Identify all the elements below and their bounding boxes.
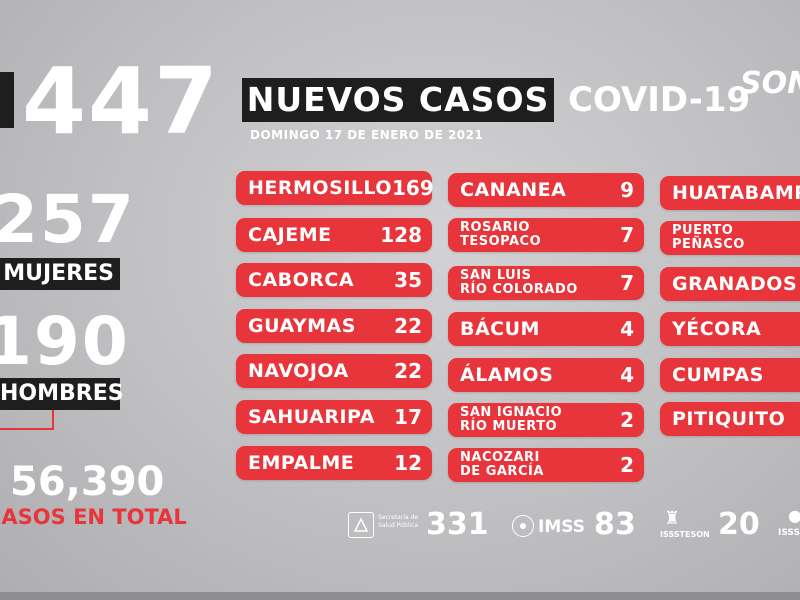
municipality-name: NAVOJOA [248, 360, 349, 382]
case-count: 12 [394, 451, 422, 475]
municipality-name: PITIQUITO [672, 408, 786, 430]
case-count: 4 [620, 317, 634, 341]
list-item: CUMPAS [660, 358, 800, 392]
list-item: HERMOSILLO 169 [236, 171, 434, 205]
municipality-name: EMPALME [248, 452, 355, 474]
municipality-name: SAN LUIS RÍO COLORADO [460, 268, 578, 297]
case-count: 9 [620, 178, 634, 202]
men-underline [0, 410, 54, 430]
brand-logo: SON [740, 66, 800, 101]
men-count: 190 [0, 303, 130, 380]
municipality-name: ÁLAMOS [460, 364, 554, 386]
municipality-name: CABORCA [248, 269, 355, 291]
case-count: 35 [394, 268, 422, 292]
municipality-name: GRANADOS [672, 273, 798, 295]
salud-count: 331 [426, 507, 489, 542]
case-count: 128 [380, 223, 422, 247]
municipality-name: YÉCORA [672, 318, 762, 340]
total-cases-label: CASOS EN TOTAL [0, 505, 187, 529]
municipality-name: CAJEME [248, 224, 332, 246]
list-item: HUATABAMPO [660, 176, 800, 210]
case-count: 7 [620, 271, 634, 295]
case-count: 4 [620, 363, 634, 387]
left-edge-block [0, 72, 14, 128]
municipality-name: SAN IGNACIO RÍO MUERTO [460, 405, 563, 434]
list-item: PITIQUITO [660, 402, 800, 436]
case-count: 7 [620, 223, 634, 247]
list-item: BÁCUM 4 [448, 312, 644, 346]
covid-label: COVID-19 [568, 80, 751, 120]
list-item: CANANEA 9 [448, 173, 644, 207]
isss-logo-icon: ● [788, 506, 800, 525]
imss-label: IMSS [538, 517, 585, 537]
imss-logo-icon [512, 515, 534, 537]
imss-count: 83 [594, 507, 636, 542]
isssteson-logo-icon: ♜ [664, 508, 681, 529]
case-count: 22 [394, 314, 422, 338]
municipality-name: GUAYMAS [248, 315, 356, 337]
women-label: MUJERES [0, 258, 120, 290]
isssteson-count: 20 [718, 507, 760, 542]
municipality-name: PUERTO PEÑASCO [672, 223, 745, 252]
list-item: YÉCORA [660, 312, 800, 346]
case-count: 22 [394, 359, 422, 383]
case-count: 2 [620, 453, 634, 477]
municipality-name: HUATABAMPO [672, 182, 800, 204]
municipality-name: CUMPAS [672, 364, 764, 386]
total-cases-count: 56,390 [10, 459, 165, 505]
list-item: NAVOJOA 22 [236, 354, 432, 388]
list-item: CABORCA 35 [236, 263, 432, 297]
list-item: EMPALME 12 [236, 446, 432, 480]
list-item: ROSARIO TESOPACO 7 [448, 218, 644, 252]
page-title: NUEVOS CASOS [242, 78, 554, 122]
salud-label: Secretaría de Salud Pública [378, 514, 419, 529]
case-count: 2 [620, 408, 634, 432]
case-count: 169 [392, 176, 434, 200]
municipality-name: ROSARIO TESOPACO [460, 220, 542, 249]
municipality-name: SAHUARIPA [248, 406, 375, 428]
women-count: 257 [0, 181, 136, 258]
report-date: DOMINGO 17 DE ENERO DE 2021 [250, 128, 484, 142]
list-item: ÁLAMOS 4 [448, 358, 644, 392]
list-item: CAJEME 128 [236, 218, 432, 252]
total-new-cases: 447 [22, 48, 221, 155]
list-item: GUAYMAS 22 [236, 309, 432, 343]
list-item: NACOZARI DE GARCÍA 2 [448, 448, 644, 482]
list-item: SAN LUIS RÍO COLORADO 7 [448, 266, 644, 300]
bottom-edge [0, 592, 800, 600]
case-count: 17 [394, 405, 422, 429]
isss-label: ISSS [778, 528, 800, 538]
list-item: PUERTO PEÑASCO [660, 221, 800, 255]
municipality-name: HERMOSILLO [248, 177, 393, 199]
municipality-name: BÁCUM [460, 318, 540, 340]
municipality-name: NACOZARI DE GARCÍA [460, 450, 544, 479]
isssteson-label: ISSSTESON [660, 530, 710, 539]
men-label: HOMBRES [0, 378, 124, 410]
list-item: SAN IGNACIO RÍO MUERTO 2 [448, 403, 644, 437]
salud-logo-icon [348, 512, 374, 538]
municipality-name: CANANEA [460, 179, 567, 201]
list-item: GRANADOS [660, 267, 800, 301]
list-item: SAHUARIPA 17 [236, 400, 432, 434]
